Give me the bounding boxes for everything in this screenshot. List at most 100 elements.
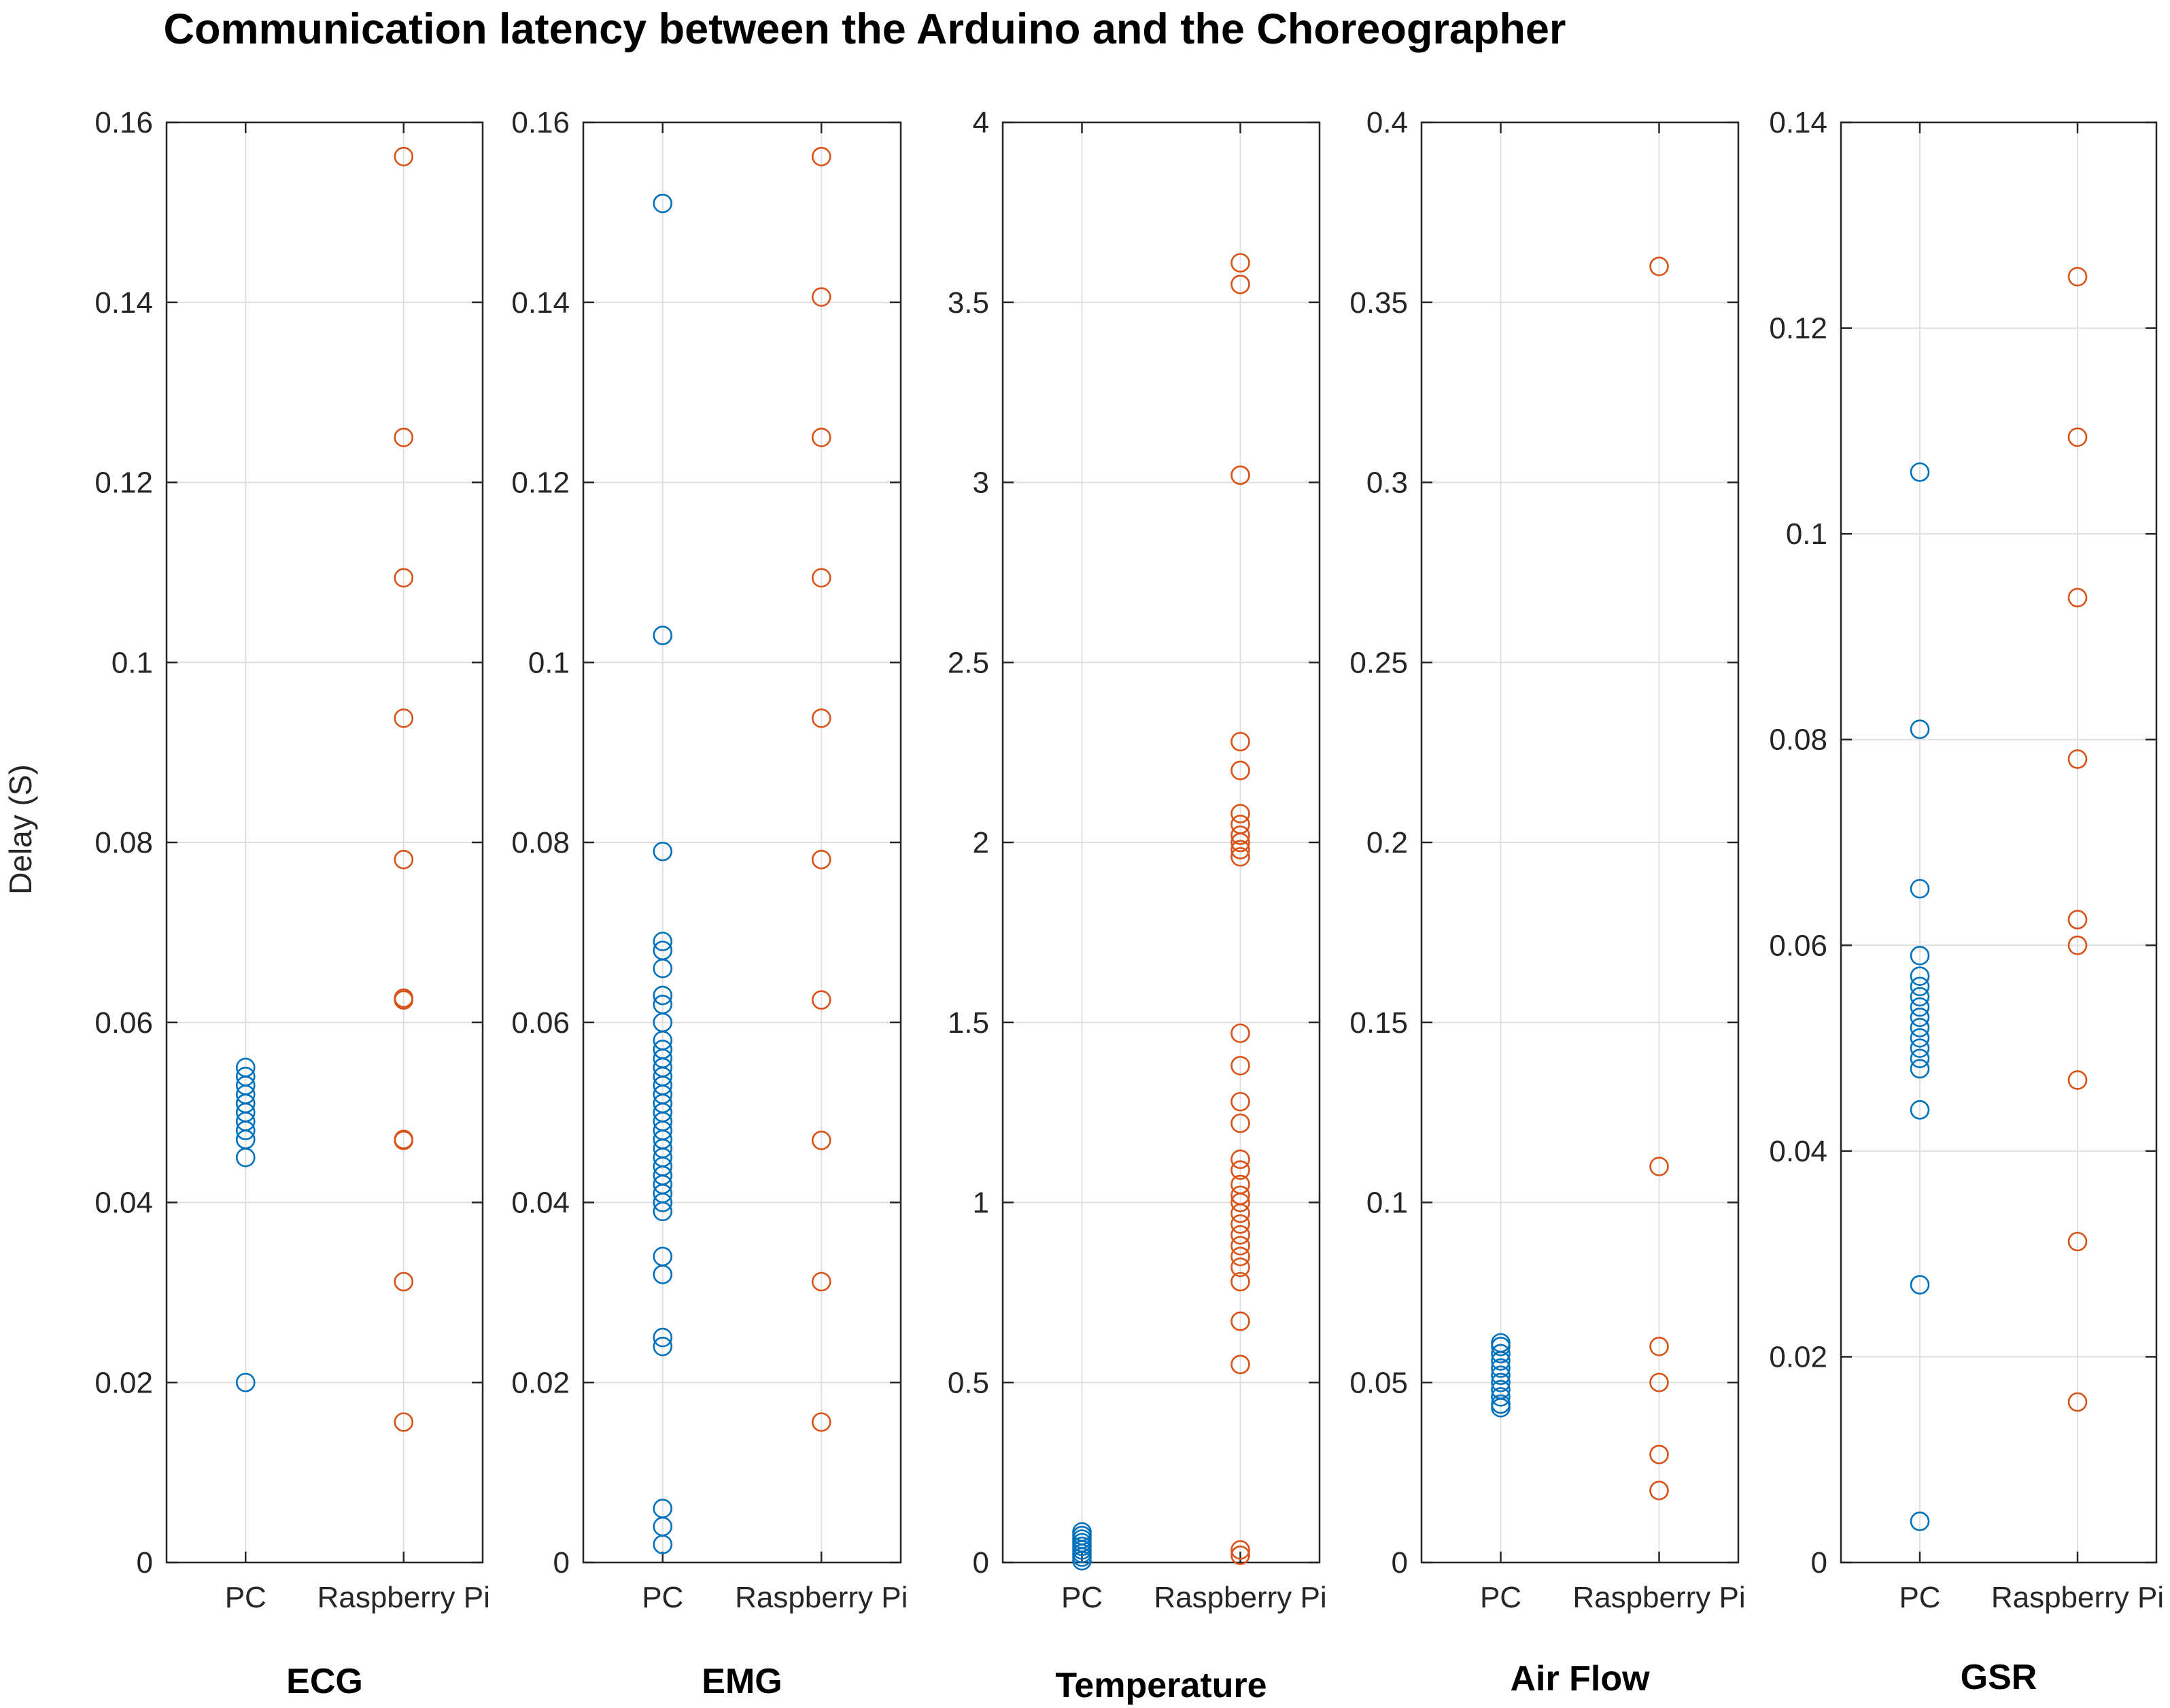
data-point-raspberry-pi xyxy=(394,1129,414,1150)
data-point-pc xyxy=(1910,1007,1930,1027)
y-tick-label: 0.5 xyxy=(948,1366,989,1399)
y-tick-label: 4 xyxy=(973,106,989,139)
x-tick-label: Raspberry Pi xyxy=(1991,1581,2164,1614)
y-tick-label: 0.02 xyxy=(1769,1340,1827,1373)
data-point-raspberry-pi xyxy=(1230,1160,1250,1180)
data-point-raspberry-pi xyxy=(1230,847,1250,867)
y-tick-label: 0.04 xyxy=(1769,1135,1827,1168)
data-point-pc xyxy=(1910,1018,1930,1038)
x-tick-label: Raspberry Pi xyxy=(1572,1581,1745,1614)
y-tick-label: 2 xyxy=(973,826,989,859)
data-point-pc xyxy=(1910,719,1930,739)
data-point-raspberry-pi xyxy=(2067,1392,2088,1412)
y-tick-label: 0.16 xyxy=(511,106,570,139)
y-tick-label: 0.05 xyxy=(1349,1366,1408,1399)
data-point-raspberry-pi xyxy=(811,708,831,728)
data-point-raspberry-pi xyxy=(1230,825,1250,845)
data-point-raspberry-pi xyxy=(1649,1337,1669,1356)
data-point-raspberry-pi xyxy=(1230,1091,1250,1112)
data-point-pc xyxy=(1910,987,1930,1007)
data-point-pc xyxy=(1072,1522,1092,1542)
data-point-pc xyxy=(1910,1100,1930,1120)
data-point-raspberry-pi xyxy=(811,428,831,447)
data-point-raspberry-pi xyxy=(1230,840,1250,859)
data-point-pc xyxy=(1491,1365,1511,1385)
data-point-raspberry-pi xyxy=(1230,1055,1250,1076)
data-point-pc xyxy=(653,1337,673,1356)
data-point-pc xyxy=(1491,1333,1511,1353)
data-point-pc xyxy=(1910,1275,1930,1295)
x-tick-label: Raspberry Pi xyxy=(1154,1581,1326,1614)
data-point-raspberry-pi xyxy=(1649,1372,1669,1393)
data-point-pc xyxy=(1910,1028,1930,1048)
y-tick-label: 0.02 xyxy=(511,1366,570,1399)
data-point-pc xyxy=(1910,462,1930,482)
data-point-pc xyxy=(1910,997,1930,1017)
data-point-raspberry-pi xyxy=(2067,587,2088,608)
y-tick-label: 0.12 xyxy=(1769,312,1827,345)
data-point-pc xyxy=(1910,946,1930,966)
data-point-pc xyxy=(653,193,673,214)
data-point-raspberry-pi xyxy=(1230,1235,1250,1256)
data-point-raspberry-pi xyxy=(394,708,414,728)
data-point-raspberry-pi xyxy=(394,849,414,870)
y-tick-label: 0.2 xyxy=(1366,826,1408,859)
data-point-raspberry-pi xyxy=(811,147,831,167)
panel-air-flow: 0 0.05 0.1 0.15 0.2 0.25 0.3 0.35 0.4 PC Raspberry… xyxy=(1349,106,1745,1698)
y-tick-label: 0.06 xyxy=(1769,929,1827,962)
y-tick-label: 0.08 xyxy=(94,826,153,859)
data-point-pc xyxy=(653,626,673,645)
data-point-pc xyxy=(653,1499,673,1518)
data-point-pc xyxy=(1491,1372,1511,1393)
y-tick-label: 0.12 xyxy=(511,466,570,500)
data-point-raspberry-pi xyxy=(1230,253,1250,273)
panel-gsr: 0 0.02 0.04 0.06 0.08 0.1 0.12 0.14 PC Raspberry … xyxy=(1769,106,2164,1697)
data-point-raspberry-pi xyxy=(811,287,831,307)
panel-temperature: 0 0.5 1 1.5 2 2.5 3 3.5 4 PC Raspberry Pi Temperatu… xyxy=(948,106,1327,1705)
data-point-raspberry-pi xyxy=(1230,732,1250,752)
x-tick-label: PC xyxy=(1480,1581,1521,1614)
data-point-pc xyxy=(1910,1511,1930,1531)
x-tick-label: PC xyxy=(1899,1581,1940,1614)
data-point-raspberry-pi xyxy=(1230,1540,1250,1560)
y-tick-label: 0.06 xyxy=(94,1006,153,1040)
data-point-pc xyxy=(1910,966,1930,986)
data-point-raspberry-pi xyxy=(1230,1149,1250,1169)
data-point-raspberry-pi xyxy=(1230,1545,1250,1565)
y-tick-label: 2.5 xyxy=(948,646,989,679)
data-point-pc xyxy=(1491,1387,1511,1407)
data-point-raspberry-pi xyxy=(1649,1480,1669,1501)
y-tick-label: 0.1 xyxy=(1366,1186,1408,1220)
y-tick-label: 0.3 xyxy=(1366,466,1408,500)
y-tick-label: 0.1 xyxy=(528,646,570,679)
data-point-raspberry-pi xyxy=(1230,1246,1250,1267)
y-tick-label: 0.14 xyxy=(1769,106,1827,139)
data-point-raspberry-pi xyxy=(394,428,414,447)
data-point-pc xyxy=(653,1327,673,1348)
data-point-raspberry-pi xyxy=(2067,749,2088,769)
data-point-raspberry-pi xyxy=(1649,256,1669,277)
y-tick-label: 0 xyxy=(973,1546,989,1579)
data-point-raspberry-pi xyxy=(2067,1070,2088,1090)
data-point-raspberry-pi xyxy=(394,568,414,588)
data-point-raspberry-pi xyxy=(394,1412,414,1432)
data-point-pc xyxy=(1491,1380,1511,1400)
data-point-raspberry-pi xyxy=(1230,1185,1250,1206)
panel-label-emg: EMG xyxy=(702,1662,782,1701)
data-point-raspberry-pi xyxy=(811,568,831,588)
data-point-pc xyxy=(1910,878,1930,899)
data-point-raspberry-pi xyxy=(394,147,414,167)
axis-box xyxy=(1840,121,2158,1564)
data-point-raspberry-pi xyxy=(2067,910,2088,929)
data-point-raspberry-pi xyxy=(1230,1257,1250,1278)
chart-title: Communication latency between the Arduin… xyxy=(164,5,1566,53)
data-point-pc xyxy=(653,841,673,861)
y-tick-label: 0 xyxy=(137,1546,153,1579)
y-axis-label: Delay (S) xyxy=(3,764,38,895)
x-tick-label: Raspberry Pi xyxy=(317,1581,490,1614)
data-point-pc xyxy=(1491,1394,1511,1414)
data-point-pc xyxy=(1910,1048,1930,1068)
y-tick-label: 0.02 xyxy=(94,1366,153,1399)
data-point-pc xyxy=(1491,1344,1511,1364)
data-point-pc xyxy=(653,985,673,1006)
